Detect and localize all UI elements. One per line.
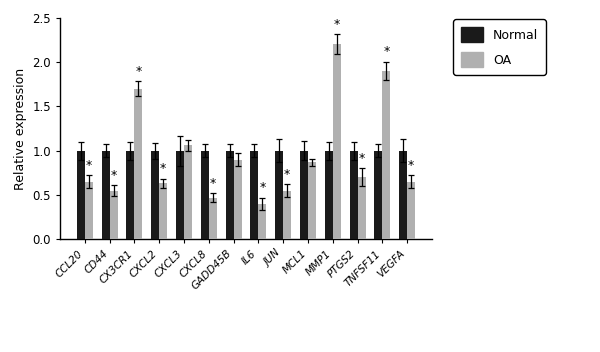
Bar [102,151,110,239]
Bar [159,183,167,239]
Text: *: * [334,18,340,31]
Text: *: * [135,65,142,78]
Bar [209,198,217,239]
Bar [300,151,308,239]
Text: *: * [408,159,414,172]
Bar [250,151,259,239]
Text: *: * [86,159,92,172]
Bar [176,151,184,239]
Bar [283,190,291,239]
Bar [358,177,365,239]
Bar [201,151,209,239]
Text: *: * [160,163,166,176]
Bar [226,151,233,239]
Bar [333,44,341,239]
Text: *: * [110,169,117,182]
Bar [127,151,134,239]
Bar [259,204,266,239]
Bar [77,151,85,239]
Y-axis label: Relative expression: Relative expression [14,68,27,189]
Text: *: * [284,168,290,181]
Bar [350,151,358,239]
Bar [407,182,415,239]
Text: *: * [383,45,389,58]
Bar [308,162,316,239]
Bar [151,151,159,239]
Text: *: * [259,181,265,194]
Legend: Normal, OA: Normal, OA [453,19,546,75]
Text: *: * [358,152,365,165]
Text: *: * [209,177,216,190]
Bar [374,151,382,239]
Bar [325,151,333,239]
Bar [184,145,192,239]
Bar [275,151,283,239]
Bar [134,89,142,239]
Bar [85,182,93,239]
Bar [233,159,242,239]
Bar [110,190,118,239]
Bar [382,71,390,239]
Bar [399,151,407,239]
